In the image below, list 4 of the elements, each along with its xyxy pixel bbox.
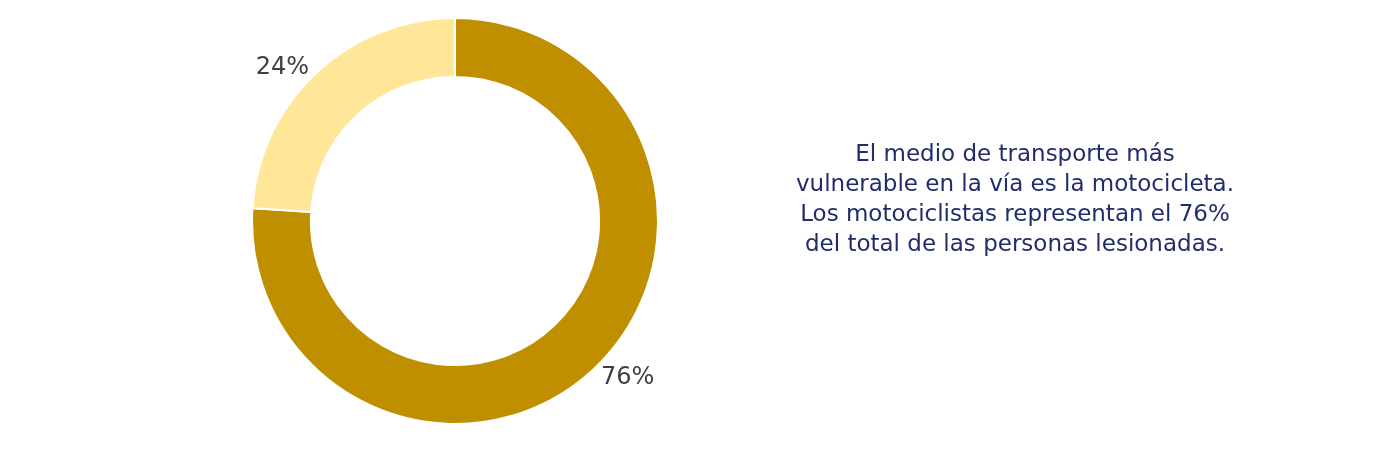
donut-slice <box>251 17 659 425</box>
data-label: 24% <box>255 51 310 80</box>
text: El medio de transporte más vulnerable en la vía es la motocicleta. Los motociclistas representan el 76% del total de las personas lesionadas. <box>796 140 1234 256</box>
data-label: 76% <box>600 362 655 391</box>
